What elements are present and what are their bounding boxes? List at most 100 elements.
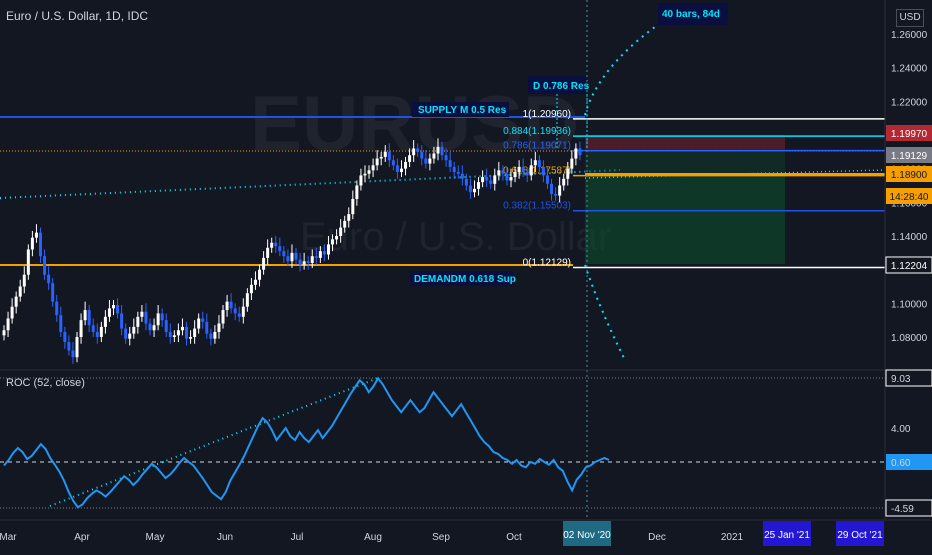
time-axis[interactable]: Mar Apr May Jun Jul Aug Sep Oct Dec 2021 (0, 532, 744, 543)
roc-tag (885, 499, 932, 517)
time-label: May (146, 532, 165, 543)
candle-body (525, 172, 529, 176)
candle-body (274, 242, 278, 247)
candle-body (229, 301, 233, 309)
candle-body (2, 330, 6, 336)
candle-body (477, 182, 481, 189)
candle-body (355, 185, 359, 199)
price-tag-label: 1.12204 (891, 261, 928, 272)
target-zone[interactable] (585, 174, 785, 264)
supply-annotation[interactable]: SUPPLY M 0.5 Res (412, 102, 509, 117)
projection-arc[interactable] (584, 9, 681, 116)
candle-body (505, 173, 509, 181)
price-tick: 1.14000 (891, 232, 928, 243)
stop-zone[interactable] (585, 135, 785, 149)
trendline-main[interactable] (0, 169, 621, 199)
candle-body (132, 326, 136, 334)
time-label: Mar (0, 532, 17, 543)
fib-levels[interactable]: 1(1.20960) 0.884(1.19936) 0.786(1.19071) 0.… (503, 109, 885, 269)
candle-body (103, 316, 107, 327)
candle-body (562, 178, 566, 186)
candle-body (391, 160, 395, 166)
demand-annotation[interactable]: DEMAND M 0.618 Sup (410, 271, 516, 286)
candle-body (428, 158, 432, 164)
candle-body (359, 175, 363, 186)
candle-body (112, 305, 116, 309)
candle-body (148, 323, 152, 331)
time-highlight: 02 Nov '20 (563, 521, 611, 546)
candle-body (193, 328, 197, 337)
price-tick: 1.26000 (891, 30, 928, 41)
time-label: Oct (506, 532, 522, 543)
candle-body (128, 333, 132, 339)
price-tags: 1.19970 1.19129 1.18900 14:28:40 1.12204 (885, 125, 932, 274)
candle-body (464, 178, 468, 186)
candle-body (18, 286, 22, 297)
candle-body (545, 175, 549, 184)
price-tick: 1.22000 (891, 97, 928, 108)
candle-body (456, 172, 460, 174)
candle-body (314, 256, 318, 258)
candle-body (63, 331, 67, 343)
candle-body (452, 166, 456, 173)
candle-body (180, 326, 184, 331)
candle-body (71, 350, 75, 358)
bars-annotation[interactable]: 40 bars, 84d (658, 3, 728, 25)
candle-body (489, 180, 493, 184)
candle-body (570, 158, 574, 169)
projection-arc-lower[interactable] (584, 264, 626, 361)
chart-title[interactable]: Euro / U.S. Dollar, 1D, IDC (6, 9, 149, 23)
demand-label: DEMAND (414, 274, 458, 285)
candle-body (335, 236, 339, 240)
price-tag: 1.19970 (886, 125, 932, 141)
candle-body (448, 160, 452, 167)
candle-body (75, 337, 79, 358)
price-tick: 1.10000 (891, 299, 928, 310)
candle-body (554, 193, 558, 196)
candle-body (550, 183, 554, 194)
d786-annotation[interactable]: D 0.786 Res (528, 76, 590, 150)
candle-body (99, 326, 103, 337)
candle-body (310, 256, 314, 263)
candle-body (225, 301, 229, 311)
roc-tag (886, 454, 932, 470)
candle-body (436, 146, 440, 154)
candle-body (120, 313, 124, 329)
candle-body (160, 313, 164, 321)
candle-body (440, 146, 444, 156)
candle-body (367, 170, 371, 174)
currency-button[interactable]: USD (896, 9, 924, 27)
candle-body (375, 158, 379, 166)
candle-body (412, 148, 416, 156)
candle-body (493, 175, 497, 184)
candle-body (116, 305, 120, 314)
roc-axis-ticks: 9.03 4.00 0.60 -4.59 (885, 369, 932, 517)
time-label: Apr (74, 532, 90, 543)
fib-label: 1(1.20960) (523, 109, 571, 120)
candle-body (152, 325, 156, 331)
roc-tick: 9.03 (891, 374, 911, 385)
time-highlight-label: 29 Oct '21 (837, 530, 883, 541)
candle-body (286, 256, 290, 262)
time-highlight-label: 02 Nov '20 (563, 530, 611, 541)
candle-body (331, 239, 335, 245)
candle-body (472, 188, 476, 193)
candle-body (168, 331, 172, 337)
candle-body (262, 257, 266, 270)
candle-body (578, 148, 582, 156)
roc-line (3, 376, 610, 509)
entry-zone[interactable] (585, 149, 785, 174)
candle-body (144, 311, 148, 324)
roc-trendline[interactable] (49, 377, 379, 507)
price-tick: 1.08000 (891, 333, 928, 344)
candle-body (172, 335, 176, 337)
roc-title[interactable]: ROC (52, close) (6, 377, 85, 389)
time-label: 2021 (721, 532, 744, 543)
candle-body (14, 296, 18, 307)
candle-body (245, 293, 249, 307)
bars-label: 40 bars, 84d (662, 9, 720, 20)
roc-tag (885, 369, 932, 387)
candle-body (387, 151, 391, 161)
